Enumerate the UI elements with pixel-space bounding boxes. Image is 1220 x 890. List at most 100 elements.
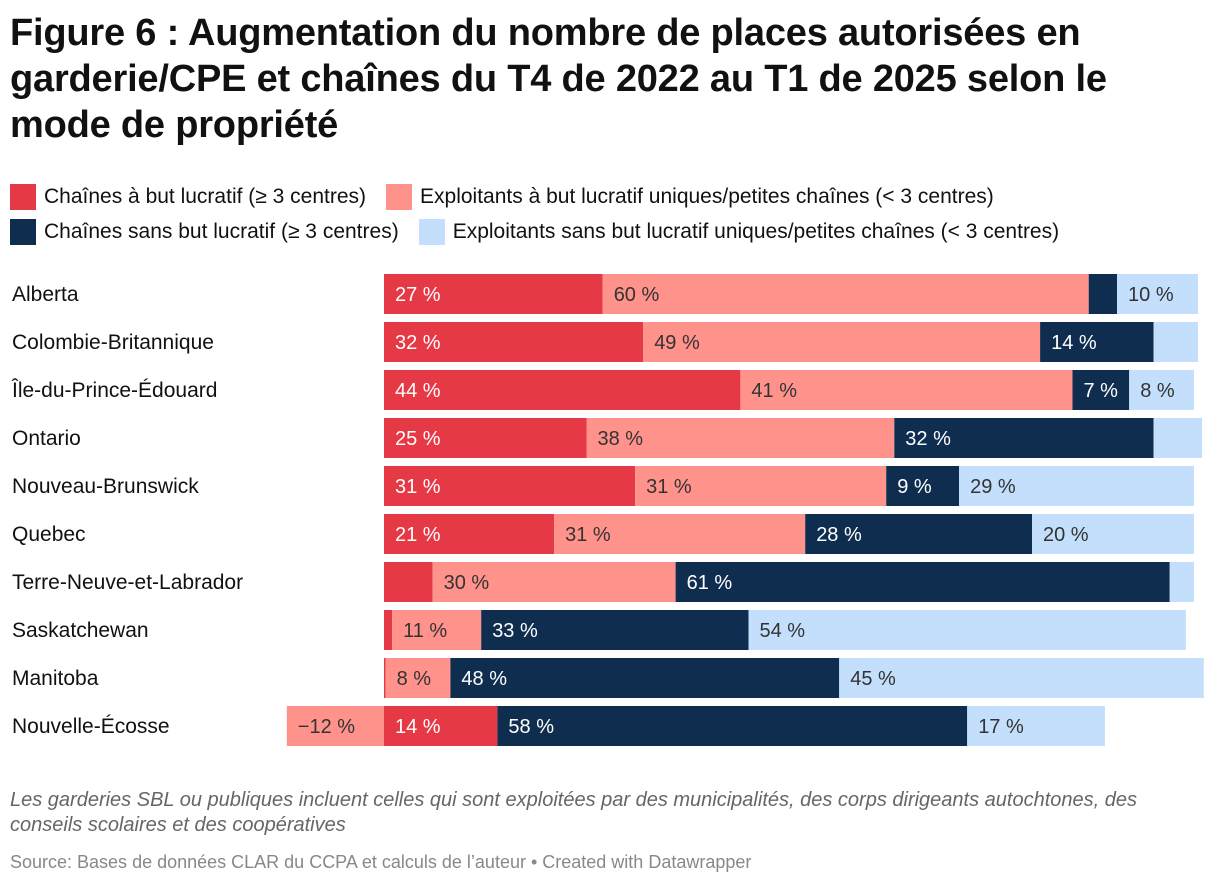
legend-swatch — [418, 219, 445, 245]
value-label: 48 % — [461, 668, 507, 690]
bar-segment-uniques_sbl — [748, 610, 1186, 650]
bar-segment-uniques_lucratif — [635, 466, 887, 506]
value-label: 20 % — [1043, 524, 1089, 546]
value-label: −12 % — [298, 716, 355, 738]
chart-notes: Les garderies SBL ou publiques incluent … — [10, 789, 1137, 836]
row-label: Saskatchewan — [12, 619, 149, 642]
row-label: Alberta — [12, 283, 79, 306]
value-label: 8 % — [1140, 380, 1175, 402]
bar-segment-chaines_lucratif — [384, 514, 555, 554]
row-label: Terre-Neuve-et-Labrador — [12, 571, 243, 594]
bar-segment-chaines_sbl — [1088, 274, 1118, 314]
legend-swatch — [10, 184, 36, 210]
bar-segment-uniques_sbl — [967, 706, 1105, 746]
value-label: 25 % — [395, 428, 441, 450]
value-label: 30 % — [444, 572, 490, 594]
legend-item-uniques-sbl: Exploitants sans but lucratif uniques/pe… — [418, 219, 1060, 245]
value-label: 14 % — [1051, 332, 1097, 354]
bar-segment-chaines_lucratif — [384, 610, 393, 650]
row-label: Île-du-Prince-Édouard — [11, 379, 217, 402]
legend-swatch — [386, 184, 413, 210]
bar-segment-chaines_lucratif — [384, 706, 498, 746]
bar-segment-chaines_sbl — [1072, 370, 1130, 410]
bar-segment-uniques_sbl — [1032, 514, 1194, 554]
value-label: 28 % — [816, 524, 862, 546]
value-label: 60 % — [614, 284, 660, 306]
bar-segment-uniques_lucratif — [385, 658, 451, 698]
value-label: 7 % — [1084, 380, 1119, 402]
bar-segment-chaines_lucratif — [384, 370, 741, 410]
bar-segment-chaines_sbl — [1040, 322, 1154, 362]
bar-segment-chaines_sbl — [497, 706, 968, 746]
value-label: 45 % — [850, 668, 896, 690]
legend-label: Exploitants à but lucratif uniques/petit… — [420, 185, 994, 208]
legend-item-uniques-lucratif: Exploitants à but lucratif uniques/petit… — [386, 184, 994, 210]
value-label: 38 % — [598, 428, 644, 450]
value-label: 9 % — [897, 476, 932, 498]
row-label: Nouveau-Brunswick — [12, 475, 199, 498]
bar-segment-uniques_sbl — [1117, 274, 1199, 314]
legend-label: Chaînes sans but lucratif (≥ 3 centres) — [44, 220, 399, 243]
bar-segment-chaines_sbl — [886, 466, 960, 506]
value-label: 61 % — [687, 572, 733, 594]
bar-segment-chaines_sbl — [894, 418, 1154, 458]
bar-segment-uniques_lucratif — [740, 370, 1073, 410]
value-label: 58 % — [508, 716, 554, 738]
bar-segment-chaines_lucratif — [384, 658, 386, 698]
bar-segment-uniques_sbl — [839, 658, 1204, 698]
value-label: 32 % — [395, 332, 441, 354]
bar-segment-uniques_sbl — [959, 466, 1194, 506]
row-label: Manitoba — [12, 667, 99, 690]
row-label: Ontario — [12, 427, 81, 450]
legend-item-chaines-sbl: Chaînes sans but lucratif (≥ 3 centres) — [10, 219, 399, 245]
legend-row-1: Chaînes à but lucratif (≥ 3 centres) Exp… — [10, 182, 1014, 212]
value-label: 49 % — [654, 332, 700, 354]
legend-swatch — [10, 219, 36, 245]
legend-label: Chaînes à but lucratif (≥ 3 centres) — [44, 185, 367, 208]
stacked-bar-chart: Alberta 27 % 60 % 10 % Colombie-Britannique 3… — [11, 274, 1204, 746]
bar-segment-uniques_lucratif — [643, 322, 1041, 362]
bar-segment-chaines_lucratif — [384, 418, 587, 458]
bar-segment-uniques_lucratif — [286, 706, 384, 746]
value-label: 32 % — [905, 428, 951, 450]
value-label: 54 % — [760, 620, 806, 642]
value-label: 21 % — [395, 524, 441, 546]
value-label: 11 % — [403, 620, 447, 642]
chart-title: Figure 6 : Augmentation du nombre de pla… — [10, 12, 1107, 146]
legend-item-chaines-lucratif: Chaînes à but lucratif (≥ 3 centres) — [10, 184, 366, 210]
row-label: Nouvelle-Écosse — [12, 715, 170, 738]
bar-segment-uniques_sbl — [1153, 322, 1199, 362]
value-label: 33 % — [492, 620, 538, 642]
chart-source: Source: Bases de données CLAR du CCPA et… — [10, 852, 752, 872]
bar-segment-chaines_lucratif — [384, 274, 603, 314]
legend-row-2: Chaînes sans but lucratif (≥ 3 centres) … — [10, 217, 1079, 247]
value-label: 8 % — [397, 668, 432, 690]
value-label: 44 % — [395, 380, 441, 402]
bar-segment-chaines_sbl — [450, 658, 840, 698]
value-label: 27 % — [395, 284, 441, 306]
bar-segment-chaines_sbl — [481, 610, 749, 650]
row-label: Colombie-Britannique — [12, 331, 214, 354]
legend-label: Exploitants sans but lucratif uniques/pe… — [452, 220, 1060, 243]
value-label: 17 % — [978, 716, 1024, 738]
value-label: 29 % — [970, 476, 1016, 498]
bar-segment-uniques_sbl — [1169, 562, 1194, 602]
bar-segment-uniques_lucratif — [602, 274, 1089, 314]
bar-segment-chaines_lucratif — [384, 466, 636, 506]
bar-segment-uniques_lucratif — [432, 562, 676, 602]
value-label: 10 % — [1128, 284, 1174, 306]
value-label: 31 % — [565, 524, 611, 546]
bar-segment-chaines_lucratif — [384, 562, 433, 602]
value-label: 14 % — [395, 716, 441, 738]
row-label: Quebec — [12, 523, 86, 546]
bar-segment-uniques_lucratif — [392, 610, 482, 650]
bar-segment-chaines_lucratif — [384, 322, 644, 362]
value-label: 31 % — [395, 476, 441, 498]
bar-segment-chaines_sbl — [675, 562, 1170, 602]
bar-segment-uniques_sbl — [1129, 370, 1194, 410]
value-label: 31 % — [646, 476, 692, 498]
bar-segment-uniques_lucratif — [554, 514, 806, 554]
bar-segment-uniques_lucratif — [586, 418, 895, 458]
bar-segment-uniques_sbl — [1153, 418, 1203, 458]
bar-segment-chaines_sbl — [805, 514, 1032, 554]
